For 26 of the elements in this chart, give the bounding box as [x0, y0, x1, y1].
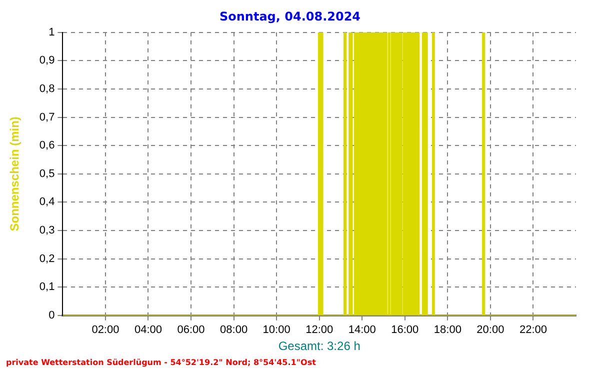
x-tick-label: 08:00 — [220, 324, 248, 336]
x-tick-label: 10:00 — [262, 324, 290, 336]
y-axis-title: Sonnenschein (min) — [8, 116, 22, 232]
y-tick-label: 0,9 — [39, 54, 55, 67]
y-tick-label: 0,4 — [39, 196, 55, 208]
x-axis-title: Gesamt: 3:26 h — [278, 339, 360, 354]
x-tick-label: 14:00 — [348, 324, 376, 336]
y-tick-label: 0,1 — [39, 281, 55, 294]
y-tick-label: 0,3 — [39, 224, 55, 237]
y-tick-label: 0,6 — [39, 140, 55, 152]
y-tick-label: 1 — [48, 26, 55, 38]
y-tick-label: 0,7 — [39, 111, 55, 124]
x-tick-label: 06:00 — [177, 324, 205, 336]
y-tick-label: 0 — [48, 309, 55, 322]
x-tick-label: 04:00 — [134, 324, 162, 336]
x-tick-label: 20:00 — [476, 324, 504, 336]
x-tick-label: 22:00 — [519, 324, 547, 336]
x-tick-label: 02:00 — [92, 324, 120, 336]
x-tick-label: 16:00 — [391, 324, 419, 336]
text: private Wetterstation Süderlügum - 54°52'19.2" Nord; 8°54'45.1"Ost — [6, 358, 316, 368]
y-tick-label: 0,2 — [39, 252, 55, 265]
y-tick-label: 0,5 — [39, 168, 55, 180]
y-tick-label: 0,8 — [39, 83, 55, 96]
chart-title: Sonntag, 04.08.2024 — [219, 9, 361, 24]
x-tick-label: 12:00 — [306, 324, 334, 336]
x-tick-label: 18:00 — [434, 324, 462, 336]
